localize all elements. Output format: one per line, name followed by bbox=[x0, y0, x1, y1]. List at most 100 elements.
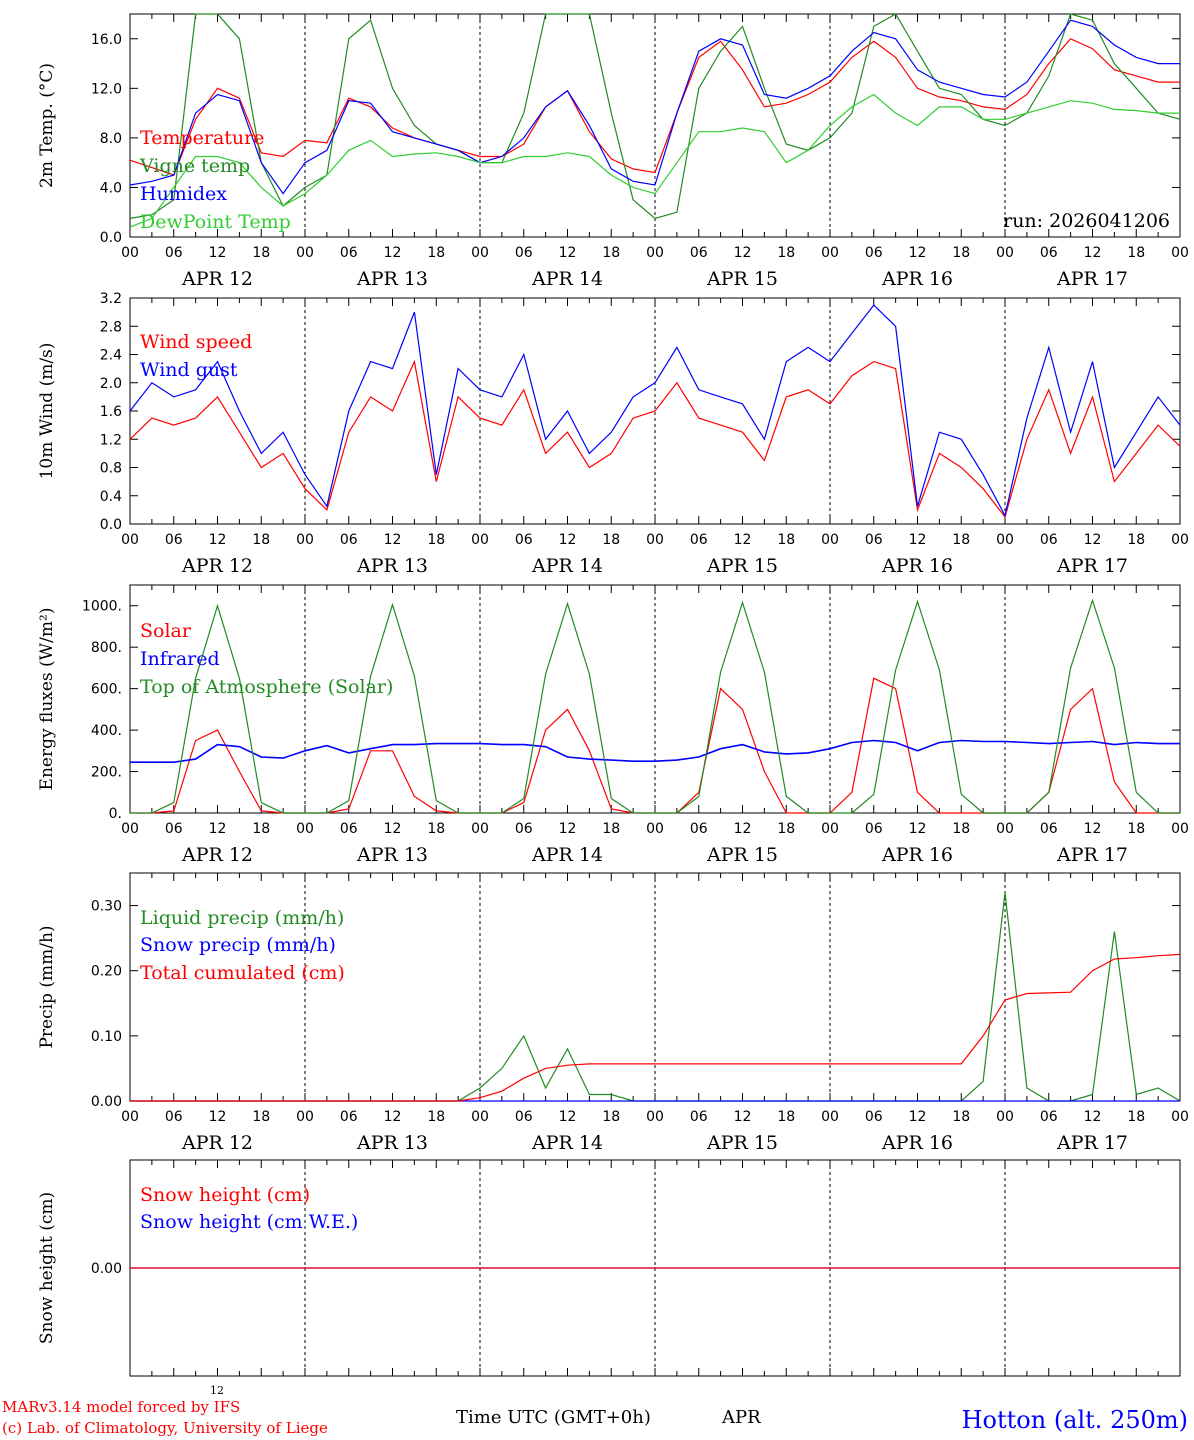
day-label: APR 12 bbox=[181, 1132, 253, 1154]
x-tick-label: 00 bbox=[121, 821, 139, 837]
x-tick-label: 12 bbox=[384, 821, 402, 837]
x-tick-label: 00 bbox=[471, 1109, 489, 1125]
y-tick-label: 0.00 bbox=[91, 1261, 122, 1277]
x-tick-label: 06 bbox=[865, 1109, 883, 1125]
x-tick-label: 00 bbox=[821, 821, 839, 837]
x-tick-label: 12 bbox=[559, 1109, 577, 1125]
y-axis-label: 2m Temp. (°C) bbox=[37, 63, 57, 188]
x-tick-label: 00 bbox=[296, 821, 314, 837]
y-tick-label: 2.8 bbox=[100, 319, 122, 335]
x-tick-label: 18 bbox=[952, 821, 970, 837]
x-tick-label: 06 bbox=[340, 1109, 358, 1125]
y-tick-label: 4.0 bbox=[100, 180, 122, 196]
x-tick-label: 18 bbox=[602, 245, 620, 261]
x-tick-label: 18 bbox=[1127, 245, 1145, 261]
small-tick-label: 12 bbox=[210, 1384, 224, 1397]
x-tick-label: 00 bbox=[296, 245, 314, 261]
x-tick-label: 18 bbox=[777, 532, 795, 548]
x-tick-label: 06 bbox=[1040, 1109, 1058, 1125]
x-tick-label: 00 bbox=[1171, 1109, 1189, 1125]
x-tick-label: 18 bbox=[427, 245, 445, 261]
y-tick-label: 400. bbox=[91, 723, 122, 739]
y-tick-label: 0.0 bbox=[100, 230, 122, 246]
legend-entry: Snow precip (mm/h) bbox=[140, 934, 336, 956]
x-tick-label: 12 bbox=[909, 532, 927, 548]
series-line-wind-gust bbox=[129, 304, 1181, 518]
x-tick-label: 18 bbox=[952, 1109, 970, 1125]
day-label: APR 17 bbox=[1056, 1132, 1128, 1154]
series-line-top-of-atmosphere-solar- bbox=[130, 598, 1180, 814]
y-tick-label: 600. bbox=[91, 682, 122, 698]
legend-entry: Total cumulated (cm) bbox=[140, 962, 345, 984]
x-tick-label: 18 bbox=[427, 821, 445, 837]
x-tick-label: 00 bbox=[1171, 245, 1189, 261]
x-tick-label: 06 bbox=[865, 821, 883, 837]
legend-entry: Vigne temp bbox=[139, 155, 250, 177]
x-tick-label: 12 bbox=[734, 245, 752, 261]
day-label: APR 15 bbox=[706, 555, 778, 577]
y-tick-label: 0.10 bbox=[91, 1029, 122, 1045]
day-label: APR 15 bbox=[706, 1132, 778, 1154]
day-label: APR 13 bbox=[356, 1132, 428, 1154]
x-tick-label: 18 bbox=[952, 245, 970, 261]
day-label: APR 17 bbox=[1056, 844, 1128, 866]
copyright-credit: (c) Lab. of Climatology, University of L… bbox=[2, 1419, 328, 1437]
x-tick-label: 00 bbox=[821, 245, 839, 261]
series-line-temperature bbox=[129, 38, 1180, 176]
y-tick-label: 0.00 bbox=[91, 1094, 122, 1110]
x-tick-label: 06 bbox=[340, 821, 358, 837]
y-tick-label: 16.0 bbox=[91, 32, 122, 48]
x-tick-label: 06 bbox=[515, 821, 533, 837]
x-tick-label: 12 bbox=[1084, 821, 1102, 837]
x-tick-label: 06 bbox=[690, 532, 708, 548]
x-tick-label: 12 bbox=[909, 245, 927, 261]
x-tick-label: 00 bbox=[1171, 532, 1189, 548]
run-annotation: run: 2026041206 bbox=[1003, 210, 1170, 232]
y-tick-label: 200. bbox=[91, 765, 122, 781]
station-title: Hotton (alt. 250m) bbox=[962, 1406, 1188, 1434]
x-tick-label: 00 bbox=[821, 532, 839, 548]
panel-2: 0.0 0.4 0.8 1.2 1.6 2.0 2.4 2.8 3.2 10m Wind (m/s… bbox=[37, 291, 1189, 577]
x-tick-label: 00 bbox=[471, 532, 489, 548]
x-tick-label: 06 bbox=[865, 245, 883, 261]
x-tick-label: 18 bbox=[252, 821, 270, 837]
series-line-vigne-temp bbox=[129, 13, 1181, 220]
x-tick-label: 12 bbox=[734, 532, 752, 548]
x-tick-label: 00 bbox=[471, 821, 489, 837]
time-axis-label: Time UTC (GMT+0h) bbox=[456, 1407, 651, 1428]
y-tick-label: 0.0 bbox=[100, 517, 122, 533]
x-tick-label: 00 bbox=[821, 1109, 839, 1125]
day-label: APR 16 bbox=[881, 268, 953, 290]
series-line-total-cumulated-cm- bbox=[130, 953, 1181, 1102]
x-tick-label: 18 bbox=[777, 821, 795, 837]
x-tick-label: 12 bbox=[1084, 245, 1102, 261]
y-tick-label: 8.0 bbox=[100, 131, 122, 147]
legend-entry: Wind gust bbox=[140, 359, 238, 381]
legend-entry: DewPoint Temp bbox=[140, 211, 291, 233]
y-tick-label: 12.0 bbox=[91, 81, 122, 97]
x-tick-label: 06 bbox=[690, 821, 708, 837]
model-credit: MARv3.14 model forced by IFS bbox=[2, 1398, 240, 1416]
day-label: APR 12 bbox=[181, 844, 253, 866]
x-tick-label: 18 bbox=[602, 1109, 620, 1125]
day-label: APR 17 bbox=[1056, 268, 1128, 290]
day-label: APR 14 bbox=[531, 844, 603, 866]
series-line-dewpoint-temp bbox=[129, 93, 1180, 228]
y-tick-label: 1.2 bbox=[100, 432, 122, 448]
day-label: APR 13 bbox=[356, 844, 428, 866]
day-label: APR 12 bbox=[181, 555, 253, 577]
x-tick-label: 06 bbox=[515, 245, 533, 261]
y-axis-label: Precip (mm/h) bbox=[37, 925, 57, 1048]
y-tick-label: 0.4 bbox=[100, 489, 122, 505]
x-tick-label: 12 bbox=[559, 532, 577, 548]
day-label: APR 15 bbox=[706, 268, 778, 290]
y-axis-label: Energy fluxes (W/m²) bbox=[37, 608, 57, 791]
y-tick-label: 1.6 bbox=[100, 404, 122, 420]
x-tick-label: 12 bbox=[559, 821, 577, 837]
day-label: APR 16 bbox=[881, 1132, 953, 1154]
y-tick-label: 1000. bbox=[82, 599, 122, 615]
x-tick-label: 00 bbox=[121, 245, 139, 261]
x-tick-label: 06 bbox=[690, 245, 708, 261]
x-tick-label: 12 bbox=[734, 821, 752, 837]
x-tick-label: 12 bbox=[209, 532, 227, 548]
